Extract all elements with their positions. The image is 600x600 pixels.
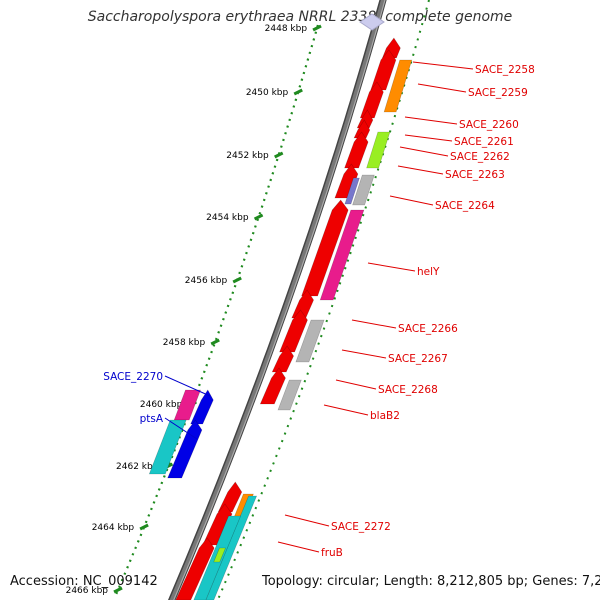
gene-block xyxy=(319,209,365,301)
gene-label: SACE_2263 xyxy=(445,169,505,181)
scale-tick-label: 2460 kbp xyxy=(140,400,183,410)
gene-label-leader xyxy=(164,375,211,397)
gene-label-leader xyxy=(164,417,198,440)
gene-label: SACE_2268 xyxy=(378,384,438,396)
scale-tick-label: 2454 kbp xyxy=(206,213,249,223)
gene-block xyxy=(366,131,391,169)
gene-label: SACE_2261 xyxy=(454,136,514,148)
gene-label: SACE_2266 xyxy=(398,323,458,335)
gene-block xyxy=(167,419,203,479)
gene-label: SACE_2272 xyxy=(331,521,391,533)
gene-block xyxy=(334,163,359,199)
gene-label: SACE_2264 xyxy=(435,200,495,212)
gene-label-leader xyxy=(335,379,377,390)
scale-tick xyxy=(139,523,149,531)
gene-label: SACE_2270 xyxy=(103,371,163,383)
gene-block xyxy=(213,547,226,563)
gene-label: fruB xyxy=(321,547,343,559)
gene-block xyxy=(295,319,325,363)
topology-text: Topology: circular; Length: 8,212,805 bp… xyxy=(262,574,600,589)
gene-label: SACE_2258 xyxy=(475,64,535,76)
top-marker xyxy=(359,13,385,31)
gene-block xyxy=(344,177,360,205)
gene-label-leader xyxy=(404,116,458,125)
scale-tick-label: 2462 kbp xyxy=(116,462,159,472)
gene-label-leader xyxy=(277,541,320,553)
gene-block xyxy=(175,537,215,600)
scale-tick-label: 2464 kbp xyxy=(92,523,135,533)
scale-tick xyxy=(312,24,322,32)
scale-tick xyxy=(232,276,242,284)
gene-label: blaB2 xyxy=(370,410,400,422)
gene-label: SACE_2262 xyxy=(450,151,510,163)
scale-tick xyxy=(210,338,220,346)
backbone-highlight xyxy=(173,0,386,600)
scale-tick xyxy=(274,151,284,159)
gene-block xyxy=(383,59,413,113)
scale-tick xyxy=(253,213,264,221)
gene-block xyxy=(205,495,258,600)
gene-label-leader xyxy=(397,165,444,175)
scale-tick-label: 2456 kbp xyxy=(185,276,228,286)
gene-label-leader xyxy=(412,61,474,70)
backbone-line xyxy=(169,0,386,600)
scale-tick xyxy=(293,88,303,96)
scale-tick-label: 2450 kbp xyxy=(246,88,289,98)
scale-tick xyxy=(113,586,123,594)
gene-label: helY xyxy=(417,266,440,278)
scale-tick-label: 2452 kbp xyxy=(226,151,269,161)
scale-tick-label: 2448 kbp xyxy=(265,24,308,34)
gene-label: SACE_2267 xyxy=(388,353,448,365)
gene-label-leader xyxy=(351,319,397,329)
gene-label-leader xyxy=(284,514,330,527)
gene-track-dots xyxy=(216,0,430,600)
gene-label-leader xyxy=(404,134,453,142)
gene-label: SACE_2260 xyxy=(459,119,519,131)
gene-block xyxy=(259,367,286,405)
gene-label: SACE_2259 xyxy=(468,87,528,99)
gene-label-leader xyxy=(323,404,369,416)
gene-block xyxy=(148,419,187,475)
gene-block xyxy=(352,174,375,206)
gene-label: ptsA xyxy=(140,413,164,425)
gene-label-leader xyxy=(367,262,416,272)
gene-label-leader xyxy=(389,195,434,206)
gene-label-leader xyxy=(341,349,387,359)
accession-text: Accession: NC_009142 xyxy=(10,574,158,589)
gene-block xyxy=(277,379,302,411)
scale-tick-label: 2458 kbp xyxy=(163,338,206,348)
gene-label-leader xyxy=(417,83,467,93)
map-title: Saccharopolyspora erythraea NRRL 2338, c… xyxy=(87,9,513,25)
scale-tick-label: 2466 kbp xyxy=(66,586,109,596)
gene-label-leader xyxy=(399,146,449,157)
scale-track xyxy=(114,24,319,596)
